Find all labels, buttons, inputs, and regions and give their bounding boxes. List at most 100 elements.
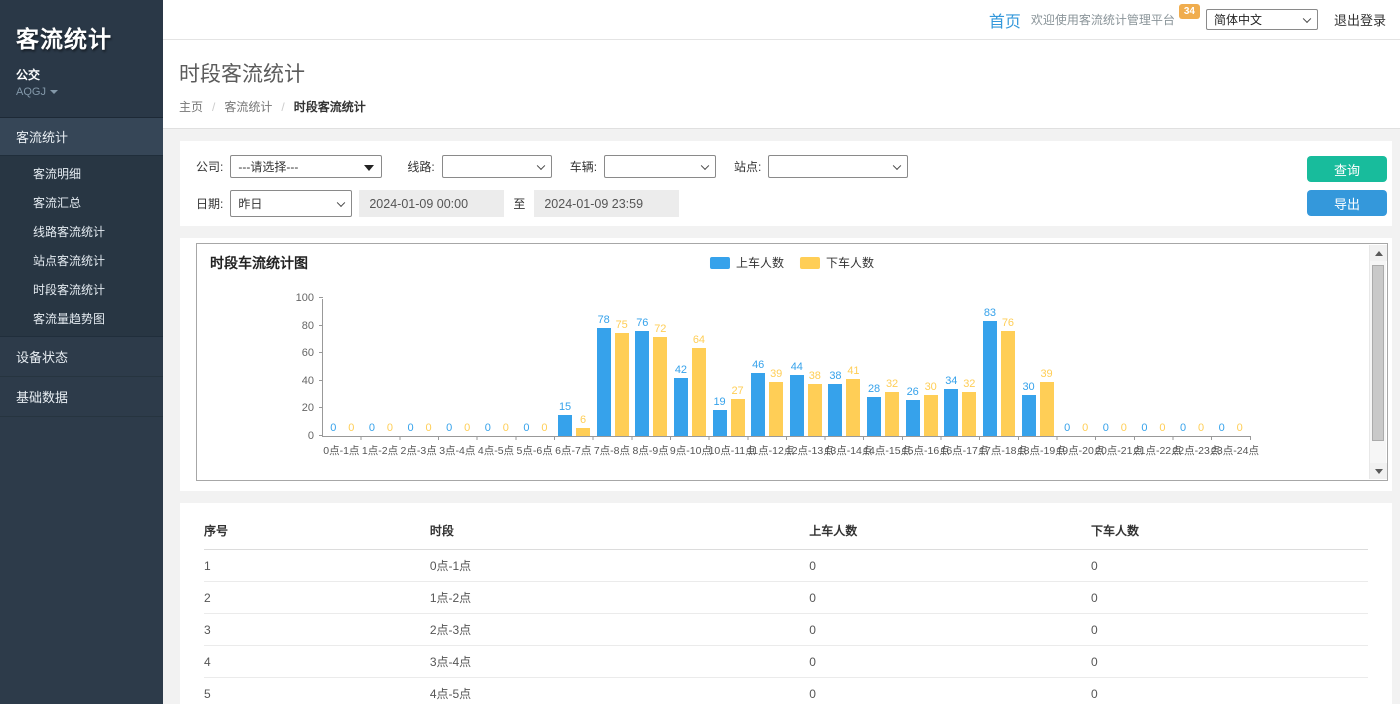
- column-header-上车人数: 上车人数: [809, 515, 1091, 550]
- legend-item-下车人数[interactable]: 下车人数: [800, 254, 874, 271]
- bar-column: 0: [383, 423, 397, 436]
- scroll-up-icon[interactable]: [1370, 245, 1387, 261]
- x-tick-text: 16点-17点: [940, 445, 989, 457]
- bar-group-12点-13点: 44 38: [787, 299, 826, 436]
- logout-link[interactable]: 退出登录: [1333, 13, 1386, 28]
- bar-value-label: 0: [446, 422, 453, 434]
- bar: [923, 394, 938, 436]
- sidebar-group-passenger-stats[interactable]: 客流统计: [0, 117, 163, 155]
- bar-value-label: 0: [368, 422, 375, 434]
- bar: [673, 378, 688, 436]
- column-header-下车人数: 下车人数: [1090, 515, 1368, 550]
- start-date-input[interactable]: [359, 190, 505, 217]
- y-tick-label: 80: [301, 319, 314, 332]
- bar-column: 32: [885, 378, 900, 436]
- bar-value-label: 0: [1236, 422, 1243, 434]
- bar: [962, 391, 977, 436]
- bar-value-label: 42: [674, 364, 688, 377]
- table-cell: 0: [1090, 613, 1368, 646]
- table-row: 5 4点-5点 0 0: [204, 677, 1368, 704]
- app-logo-area: 客流统计 公交 AQGJ: [0, 0, 163, 117]
- content: 公司: ---请选择--- 线路: 车辆: 站点:: [163, 129, 1400, 704]
- breadcrumb-separator: /: [212, 99, 216, 114]
- x-tick-label: 13点-14点: [825, 443, 873, 458]
- bar-value-label: 15: [558, 401, 572, 414]
- sidebar-item-客流汇总[interactable]: 客流汇总: [33, 196, 82, 210]
- date-preset-select[interactable]: 昨日: [230, 190, 353, 217]
- bar-column: 0: [365, 423, 379, 436]
- scrollbar-thumb[interactable]: [1372, 265, 1384, 441]
- bar-column: 46: [751, 359, 766, 436]
- legend-label: 上车人数: [735, 256, 784, 270]
- page-title: 时段客流统计: [179, 63, 305, 86]
- bar-value-label: 0: [1082, 422, 1089, 434]
- vehicle-select[interactable]: [604, 155, 717, 178]
- sidebar-item-站点客流统计[interactable]: 站点客流统计: [33, 254, 106, 268]
- org-code-dropdown[interactable]: AQGJ: [16, 86, 147, 98]
- company-label: 公司:: [196, 160, 224, 174]
- caret-down-icon: [49, 90, 58, 95]
- y-tick-mark: [319, 324, 323, 326]
- station-select[interactable]: [768, 155, 909, 178]
- bar: [885, 391, 900, 436]
- line-select[interactable]: [441, 155, 552, 178]
- bar-value-label: 0: [464, 422, 471, 434]
- legend-item-上车人数[interactable]: 上车人数: [709, 254, 784, 271]
- bar-value-label: 0: [1159, 422, 1166, 434]
- bar-column: 39: [769, 369, 784, 436]
- sidebar-section-基础数据[interactable]: 基础数据: [0, 377, 163, 417]
- export-button[interactable]: 导出: [1307, 190, 1387, 216]
- y-tick-mark: [319, 379, 323, 381]
- x-tick-label: 18点-19点: [1018, 443, 1066, 458]
- sidebar-item-时段客流统计[interactable]: 时段客流统计: [33, 283, 106, 297]
- end-date-input[interactable]: [534, 190, 680, 217]
- breadcrumb-link[interactable]: 主页: [179, 100, 204, 114]
- x-tick-label: 7点-8点: [593, 443, 632, 458]
- sidebar-item-客流明细[interactable]: 客流明细: [33, 167, 82, 181]
- bar-column: 38: [807, 370, 822, 436]
- org-label: 公交: [16, 68, 41, 82]
- language-select[interactable]: 简体中文: [1205, 9, 1318, 30]
- sidebar-section-设备状态[interactable]: 设备状态: [0, 337, 163, 377]
- table-cell: 1点-2点: [429, 581, 810, 614]
- x-tick-text: 3点-4点: [439, 445, 476, 457]
- bar-column: 76: [635, 318, 650, 436]
- bar-column: 44: [789, 362, 804, 436]
- date-range-separator: 至: [504, 190, 535, 217]
- table-cell: 0: [809, 549, 1091, 582]
- y-tick-label: 20: [301, 402, 314, 415]
- bar-value-label: 0: [1102, 422, 1109, 434]
- x-tick-label: 9点-10点: [670, 443, 712, 458]
- filter-panel: 公司: ---请选择--- 线路: 车辆: 站点:: [180, 141, 1392, 226]
- bar-group-13点-14点: 38 41: [825, 299, 864, 436]
- bar-column: 27: [730, 385, 745, 436]
- table-row: 1 0点-1点 0 0: [204, 549, 1368, 582]
- bar-column: 64: [691, 334, 706, 436]
- x-tick-text: 7点-8点: [593, 445, 631, 457]
- x-tick-text: 17点-18点: [979, 445, 1028, 457]
- bar-column: 0: [1176, 423, 1190, 436]
- line-label: 线路:: [407, 160, 435, 174]
- bar: [846, 379, 861, 436]
- bar-column: 34: [944, 376, 959, 436]
- chart-scrollbar[interactable]: [1369, 245, 1387, 479]
- bar: [653, 336, 668, 436]
- chevron-down-icon: [1302, 14, 1312, 23]
- breadcrumb-link[interactable]: 客流统计: [224, 100, 273, 114]
- home-link[interactable]: 首页: [988, 13, 1021, 31]
- bar-column: 0: [1233, 423, 1247, 436]
- bar: [1000, 331, 1015, 436]
- bar-column: 6: [576, 414, 591, 436]
- sidebar-item-客流量趋势图[interactable]: 客流量趋势图: [33, 312, 106, 326]
- bar: [828, 383, 843, 436]
- notification-badge[interactable]: 34: [1178, 4, 1200, 19]
- scroll-down-icon[interactable]: [1370, 463, 1387, 479]
- company-select[interactable]: ---请选择---: [230, 155, 383, 178]
- bar-value-label: 32: [963, 377, 976, 390]
- sidebar-item-线路客流统计[interactable]: 线路客流统计: [33, 225, 106, 239]
- query-button[interactable]: 查询: [1307, 156, 1387, 182]
- bar-column: 0: [481, 423, 495, 436]
